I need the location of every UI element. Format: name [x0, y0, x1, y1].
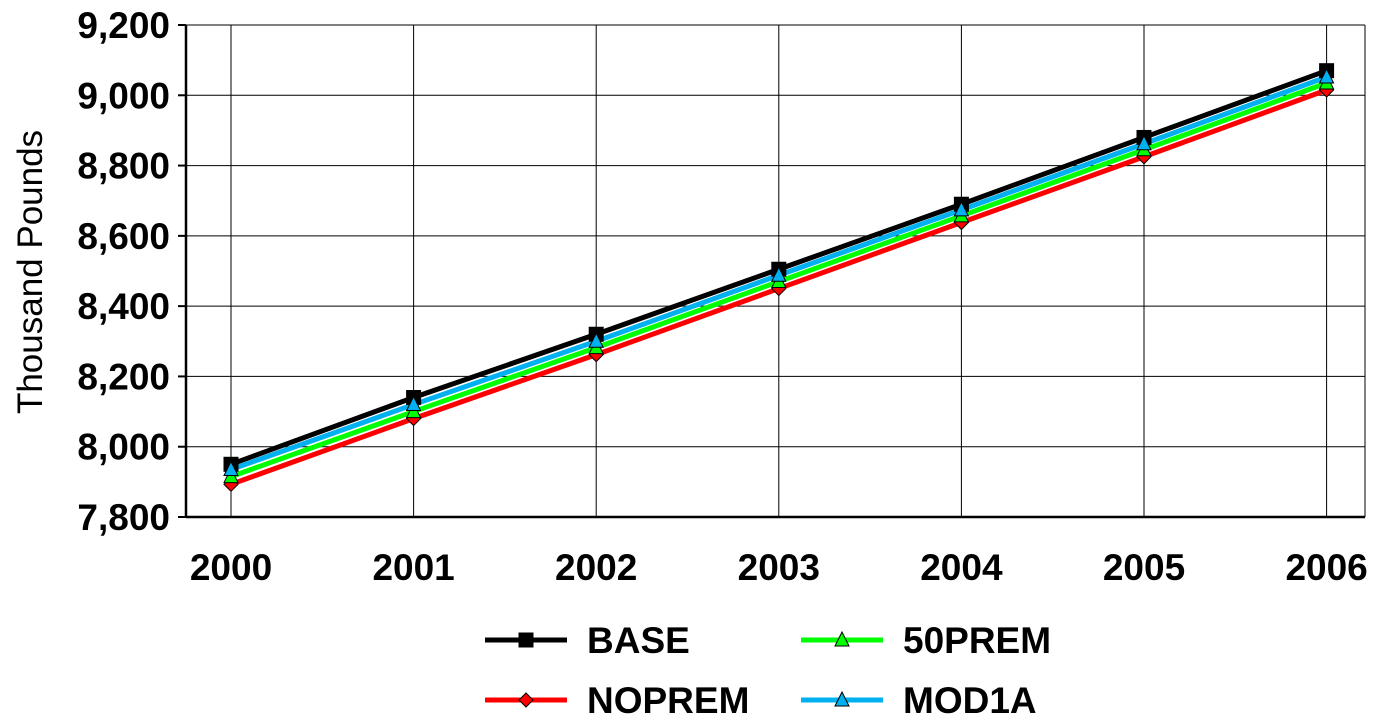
- x-tick-label: 2005: [1103, 547, 1185, 588]
- data-point-mod1a: [770, 266, 787, 282]
- data-point-mod1a: [405, 395, 422, 412]
- legend: BASE 50PREM NOPREM MOD1A: [485, 620, 1051, 721]
- x-tick-label: 2006: [1285, 547, 1367, 588]
- grid: [186, 24, 1366, 518]
- legend-label: NOPREM: [587, 680, 749, 721]
- legend-label: 50PREM: [903, 620, 1051, 661]
- y-tick-label: 7,800: [77, 497, 170, 538]
- legend-label: BASE: [587, 620, 690, 661]
- series-markers: [223, 63, 1335, 493]
- legend-swatch-marker: [834, 690, 850, 707]
- y-tick-labels: 7,800 8,000 8,200 8,400 8,600 8,800 9,000 9,200: [77, 5, 170, 538]
- axes: [178, 24, 1365, 519]
- y-tick-label: 8,200: [77, 356, 170, 397]
- x-tick-label: 2001: [372, 547, 454, 588]
- legend-item-base: BASE: [485, 620, 690, 661]
- legend-swatch-marker: [518, 632, 534, 648]
- x-tick-label: 2003: [738, 547, 820, 588]
- legend-item-50prem: 50PREM: [801, 620, 1051, 661]
- y-tick-label: 8,800: [77, 146, 170, 187]
- legend-swatch-marker: [518, 692, 534, 708]
- y-tick-label: 8,600: [77, 216, 170, 257]
- x-tick-label: 2004: [920, 547, 1003, 588]
- y-tick-label: 9,000: [77, 75, 170, 116]
- y-tick-label: 8,000: [77, 427, 170, 468]
- data-point-mod1a: [1318, 67, 1335, 84]
- data-point-mod1a: [953, 200, 970, 217]
- x-tick-label: 2002: [555, 547, 637, 588]
- data-point-mod1a: [1136, 134, 1152, 151]
- data-point-mod1a: [223, 460, 239, 477]
- legend-item-noprem: NOPREM: [485, 680, 749, 721]
- y-axis-label: Thousand Pounds: [11, 130, 50, 414]
- legend-swatch-marker: [834, 630, 850, 647]
- y-tick-label: 9,200: [77, 5, 170, 46]
- x-tick-label: 2000: [190, 547, 272, 588]
- legend-label: MOD1A: [903, 680, 1037, 721]
- x-tick-labels: 2000 2001 2002 2003 2004 2005 2006: [190, 547, 1368, 588]
- legend-item-mod1a: MOD1A: [801, 680, 1037, 721]
- y-tick-label: 8,400: [77, 286, 170, 327]
- data-point-mod1a: [588, 332, 605, 348]
